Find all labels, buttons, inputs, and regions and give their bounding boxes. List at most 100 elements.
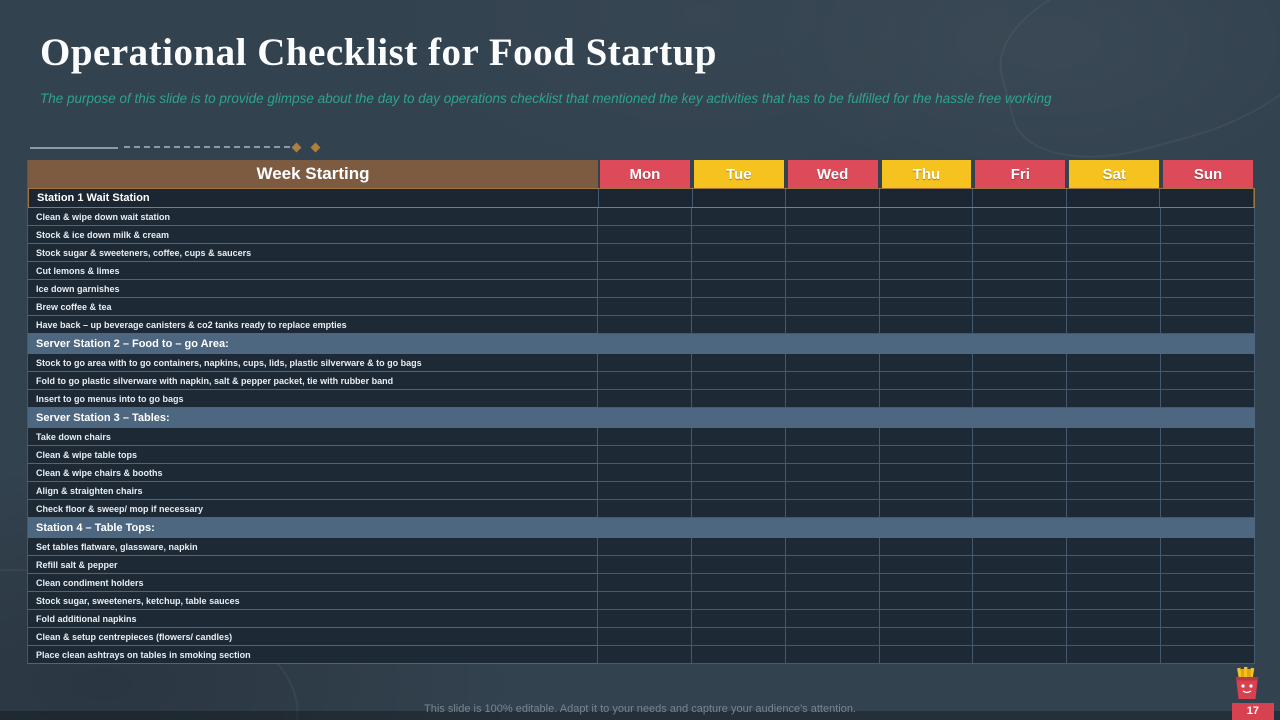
- day-cell: [880, 189, 974, 207]
- day-header-label: Sat: [1069, 160, 1160, 188]
- day-cell: [973, 482, 1068, 500]
- task-label: Align & straighten chairs: [28, 482, 598, 500]
- task-label: Clean & setup centrepieces (flowers/ can…: [28, 628, 598, 646]
- day-cell: [1067, 208, 1162, 226]
- day-header-fri: Fri: [973, 160, 1067, 188]
- day-cell: [1067, 610, 1162, 628]
- day-cell: [691, 298, 786, 316]
- table-header-row: Week Starting Mon Tue Wed Thu Fri Sat Sun: [28, 160, 1255, 188]
- slide-subtitle: The purpose of this slide is to provide …: [40, 91, 1052, 106]
- day-cell: [691, 226, 786, 244]
- day-cell: [598, 538, 692, 556]
- task-row: Clean & wipe down wait station: [28, 208, 1255, 226]
- day-cell: [1067, 574, 1162, 592]
- day-cell: [1161, 316, 1255, 334]
- day-cell: [1161, 556, 1255, 574]
- day-cell: [598, 556, 692, 574]
- task-row: Have back – up beverage canisters & co2 …: [28, 316, 1255, 334]
- day-cell: [785, 244, 880, 262]
- day-cell: [598, 464, 692, 482]
- bottom-band: [0, 711, 1280, 720]
- task-label: Clean & wipe table tops: [28, 446, 598, 464]
- section-title: Station 1 Wait Station: [29, 189, 599, 207]
- day-cell: [1161, 464, 1255, 482]
- day-cell: [1161, 298, 1255, 316]
- day-cell: [973, 556, 1068, 574]
- day-cell: [1067, 226, 1162, 244]
- task-label: Take down chairs: [28, 428, 598, 446]
- task-label: Fold additional napkins: [28, 610, 598, 628]
- section-row: Station 1 Wait Station: [28, 188, 1255, 208]
- day-cell: [1067, 428, 1162, 446]
- day-cell: [691, 574, 786, 592]
- day-cell: [691, 482, 786, 500]
- day-cell: [1067, 628, 1162, 646]
- day-cell: [973, 372, 1068, 390]
- day-cell: [973, 574, 1068, 592]
- task-row: Ice down garnishes: [28, 280, 1255, 298]
- day-cell: [1161, 372, 1255, 390]
- day-cell: [1161, 500, 1255, 518]
- task-row: Refill salt & pepper: [28, 556, 1255, 574]
- day-cell: [1161, 354, 1255, 372]
- day-header-sun: Sun: [1161, 160, 1255, 188]
- day-cell: [1161, 592, 1255, 610]
- day-cell: [1067, 538, 1162, 556]
- day-cell: [691, 538, 786, 556]
- day-cell: [973, 646, 1068, 664]
- day-cell: [1067, 244, 1162, 262]
- day-cell: [879, 446, 974, 464]
- day-cell: [691, 646, 786, 664]
- day-cell: [691, 592, 786, 610]
- task-label: Fold to go plastic silverware with napki…: [28, 372, 598, 390]
- day-cell: [973, 592, 1068, 610]
- day-cell: [879, 628, 974, 646]
- day-cell: [1161, 226, 1255, 244]
- task-row: Clean condiment holders: [28, 574, 1255, 592]
- task-row: Take down chairs: [28, 428, 1255, 446]
- task-label: Place clean ashtrays on tables in smokin…: [28, 646, 598, 664]
- task-row: Clean & setup centrepieces (flowers/ can…: [28, 628, 1255, 646]
- day-cell: [879, 316, 974, 334]
- checklist-table: Week Starting Mon Tue Wed Thu Fri Sat Sun Stat…: [27, 160, 1255, 664]
- day-cell: [1067, 298, 1162, 316]
- day-cell: [973, 244, 1068, 262]
- task-label: Brew coffee & tea: [28, 298, 598, 316]
- day-header-label: Fri: [975, 160, 1066, 188]
- day-cell: [1161, 280, 1255, 298]
- day-cell: [1161, 574, 1255, 592]
- day-cell: [1161, 244, 1255, 262]
- day-cell: [785, 628, 880, 646]
- day-header-sat: Sat: [1067, 160, 1161, 188]
- day-cell: [1161, 262, 1255, 280]
- day-cell: [1067, 464, 1162, 482]
- day-cell: [598, 372, 692, 390]
- day-cell: [598, 610, 692, 628]
- section-title: Station 4 – Table Tops:: [36, 522, 155, 534]
- day-cell: [973, 280, 1068, 298]
- day-cell: [691, 500, 786, 518]
- day-header-label: Sun: [1163, 160, 1253, 188]
- day-cell: [1161, 538, 1255, 556]
- task-row: Stock sugar, sweeteners, ketchup, table …: [28, 592, 1255, 610]
- day-cell: [785, 428, 880, 446]
- day-cell: [1161, 390, 1255, 408]
- day-cell: [598, 298, 692, 316]
- day-cell: [785, 574, 880, 592]
- day-cell: [879, 556, 974, 574]
- task-row: Set tables flatware, glassware, napkin: [28, 538, 1255, 556]
- day-cell: [1161, 482, 1255, 500]
- day-cell: [879, 244, 974, 262]
- day-cell: [785, 280, 880, 298]
- day-cell: [1067, 280, 1162, 298]
- divider-dashed-line: [124, 146, 290, 148]
- task-row: Stock to go area with to go containers, …: [28, 354, 1255, 372]
- page-number-badge: 17: [1231, 703, 1274, 720]
- day-cell: [1067, 646, 1162, 664]
- day-cell: [785, 390, 880, 408]
- day-cell: [973, 226, 1068, 244]
- day-cell: [785, 646, 880, 664]
- day-cell: [1067, 500, 1162, 518]
- task-row: Stock & ice down milk & cream: [28, 226, 1255, 244]
- day-cell: [1161, 208, 1255, 226]
